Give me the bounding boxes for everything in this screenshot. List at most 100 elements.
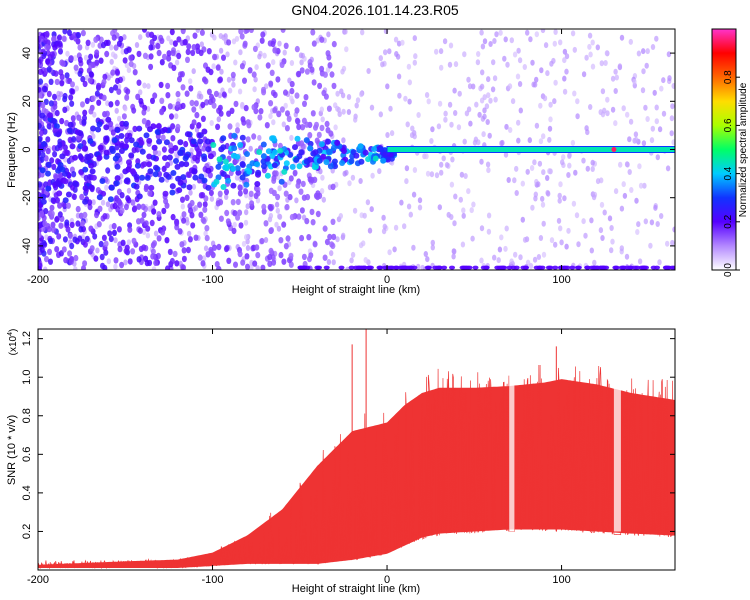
spectrogram-noise-cell bbox=[271, 189, 277, 197]
spectrogram-noise-cell bbox=[486, 92, 491, 99]
spectrogram-signal-cell bbox=[154, 129, 161, 135]
spectrogram-noise-cell bbox=[110, 51, 116, 58]
spectrogram-noise-cell bbox=[430, 126, 435, 133]
spectrogram-signal-cell bbox=[234, 165, 241, 172]
colorbar: 0.0 0.2 0.4 0.6 0.8 Normalized spectral ampl… bbox=[711, 28, 749, 277]
spectrogram-noise-cell bbox=[278, 237, 284, 244]
spectrogram-noise-cell bbox=[643, 218, 648, 225]
spectrogram-noise-cell bbox=[548, 116, 553, 123]
spectrogram-noise-cell bbox=[51, 163, 57, 171]
spectrogram-signal-cell bbox=[159, 128, 166, 134]
spectrogram-signal-cell bbox=[99, 178, 106, 184]
spectrogram-noise-cell bbox=[119, 261, 125, 269]
spectrogram-noise-cell bbox=[449, 214, 454, 220]
spectrogram-noise-cell bbox=[103, 240, 109, 247]
spectrogram-edge-cell bbox=[569, 265, 576, 270]
spectrogram-signal-cell bbox=[371, 146, 378, 153]
spectrogram-noise-cell bbox=[311, 40, 317, 47]
spectrogram-noise-cell bbox=[116, 88, 122, 95]
spectrogram-noise-cell bbox=[520, 180, 525, 187]
spectrogram-noise-cell bbox=[48, 78, 54, 86]
spectrogram-noise-cell bbox=[235, 198, 241, 206]
spectrogram-noise-cell bbox=[244, 209, 249, 216]
spectrogram-noise-cell bbox=[38, 86, 42, 93]
spectrogram-noise-cell bbox=[547, 125, 553, 132]
spectrogram-noise-cell bbox=[288, 175, 294, 182]
spectrogram-signal-cell bbox=[334, 139, 341, 146]
spectrogram-noise-cell bbox=[232, 210, 238, 217]
spectrogram-noise-cell bbox=[430, 244, 435, 251]
spectrogram-signal-cell bbox=[205, 184, 212, 191]
spectrogram-noise-cell bbox=[106, 258, 112, 265]
spectrogram-noise-cell bbox=[341, 108, 346, 115]
spectrogram-noise-cell bbox=[359, 91, 364, 98]
spectrogram-noise-cell bbox=[315, 37, 320, 44]
spectrogram-noise-cell bbox=[237, 209, 243, 216]
spectrogram-noise-cell bbox=[387, 48, 392, 55]
spectrogram-noise-cell bbox=[571, 200, 577, 207]
spectrogram-noise-cell bbox=[136, 218, 141, 225]
spectrogram-noise-cell bbox=[58, 172, 64, 179]
spectrogram-noise-cell bbox=[41, 240, 47, 247]
spectrogram-noise-cell bbox=[449, 181, 455, 188]
spectrogram-noise-cell bbox=[84, 97, 90, 105]
spectrogram-signal-cell bbox=[109, 145, 116, 152]
spectrogram-noise-cell bbox=[175, 90, 181, 98]
spectrogram-noise-cell bbox=[378, 111, 383, 118]
spectrogram-cells bbox=[38, 29, 675, 270]
spectrogram-noise-cell bbox=[199, 93, 204, 100]
spectrogram-signal-cell bbox=[136, 193, 143, 200]
snr-frame bbox=[37, 328, 676, 571]
spectrogram-signal-cell bbox=[230, 165, 237, 172]
spectrogram-noise-cell bbox=[38, 43, 41, 50]
spectrogram-noise-cell bbox=[482, 38, 488, 45]
spectrogram-noise-cell bbox=[126, 239, 132, 246]
spectrogram-noise-cell bbox=[654, 35, 659, 42]
spectrogram-noise-cell bbox=[96, 82, 102, 90]
spectrogram-signal-cell bbox=[97, 144, 104, 151]
spectrogram-noise-cell bbox=[513, 251, 518, 258]
spectrogram-signal-cell bbox=[207, 153, 214, 160]
spectrogram-noise-cell bbox=[152, 240, 157, 247]
spectrogram-edge-cell bbox=[557, 265, 564, 270]
spectrogram-noise-cell bbox=[326, 31, 331, 38]
spectrogram-noise-cell bbox=[238, 29, 244, 35]
snr-series-group bbox=[38, 329, 675, 570]
spectrogram-signal-cell bbox=[307, 145, 314, 152]
spectrogram-noise-cell bbox=[558, 39, 563, 46]
spectrogram-noise-cell bbox=[64, 219, 70, 226]
spectrogram-noise-cell bbox=[175, 101, 181, 108]
spectrogram-noise-cell bbox=[156, 150, 162, 157]
spectrogram-noise-cell bbox=[482, 94, 487, 101]
spectrogram-signal-cell bbox=[180, 174, 187, 181]
spectrogram-noise-cell bbox=[100, 199, 106, 206]
spectrogram-noise-cell bbox=[403, 95, 408, 102]
spectrogram-noise-cell bbox=[480, 43, 486, 50]
snr-y-tick-label: 1.0 bbox=[21, 370, 33, 385]
spectrogram-signal-cell bbox=[380, 157, 387, 164]
spectrogram-noise-cell bbox=[140, 203, 146, 210]
spectrogram-noise-cell bbox=[38, 92, 43, 99]
spectrogram-noise-cell bbox=[141, 211, 147, 219]
spectrogram-noise-cell bbox=[38, 107, 41, 114]
spectrogram-noise-cell bbox=[69, 221, 75, 229]
spectrogram-signal-cell bbox=[205, 146, 212, 153]
spectrogram-noise-cell bbox=[299, 234, 305, 242]
spectrogram-noise-cell bbox=[329, 250, 334, 257]
spectrogram-signal-cell bbox=[230, 182, 237, 189]
spectrogram-noise-cell bbox=[621, 105, 626, 112]
spectrogram-noise-cell bbox=[324, 238, 330, 246]
spectrogram-edge-cell bbox=[314, 265, 321, 270]
spectrogram-noise-cell bbox=[114, 107, 119, 114]
spectrogram-noise-cell bbox=[331, 82, 337, 90]
spectrogram-edge-cell bbox=[353, 265, 360, 270]
spectrogram-noise-cell bbox=[404, 165, 410, 172]
spectrogram-noise-cell bbox=[399, 199, 404, 206]
spectrogram-noise-cell bbox=[248, 29, 254, 33]
spectrogram-noise-cell bbox=[271, 177, 277, 184]
spectrogram-noise-cell bbox=[425, 256, 430, 263]
spectrogram-noise-cell bbox=[38, 231, 42, 239]
spectrogram-noise-cell bbox=[169, 29, 175, 36]
spectrogram-noise-cell bbox=[380, 61, 385, 68]
spectrogram-noise-cell bbox=[277, 40, 282, 47]
